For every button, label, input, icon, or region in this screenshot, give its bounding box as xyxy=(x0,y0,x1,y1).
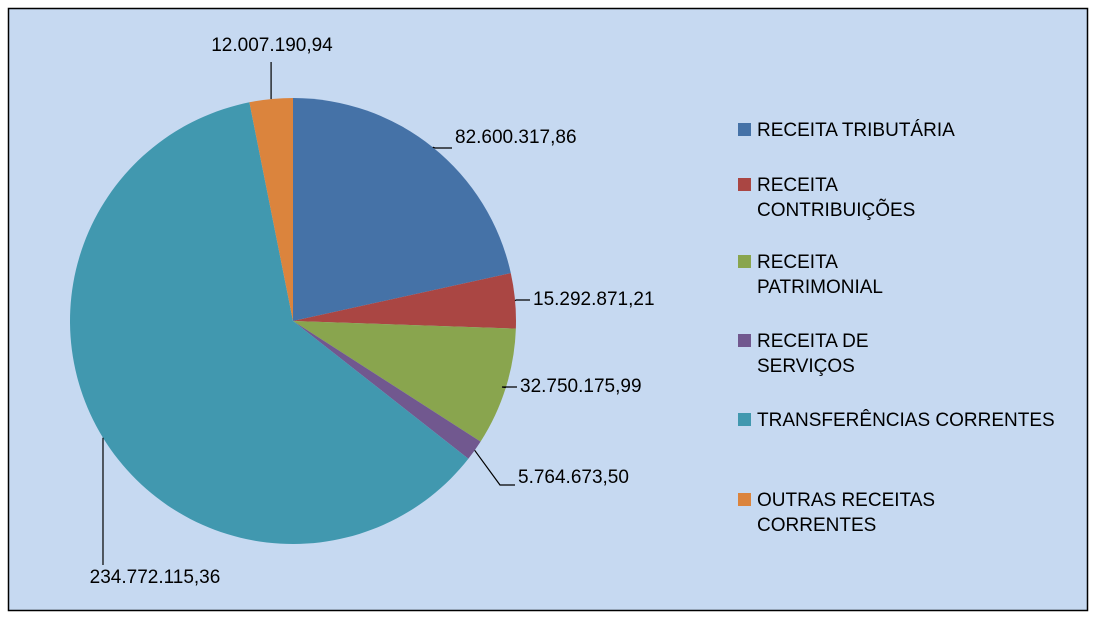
legend-item: OUTRAS RECEITAS CORRENTES xyxy=(738,488,1078,538)
legend-label: TRANSFERÊNCIAS CORRENTES xyxy=(757,410,1055,431)
data-label: 15.292.871,21 xyxy=(533,289,655,310)
data-label: 82.600.317,86 xyxy=(455,127,577,148)
leader-line xyxy=(514,299,530,302)
legend-swatch xyxy=(738,123,751,136)
legend-item: TRANSFERÊNCIAS CORRENTES xyxy=(738,408,1078,433)
pie-slice xyxy=(293,98,511,321)
legend-swatch xyxy=(738,255,751,268)
pie-slice xyxy=(293,273,516,329)
legend-swatch xyxy=(738,493,751,506)
legend-label: RECEITA TRIBUTÁRIA xyxy=(757,120,955,141)
leader-line xyxy=(501,386,517,389)
legend-swatch xyxy=(738,413,751,426)
legend-swatch xyxy=(738,334,751,347)
leader-line xyxy=(474,449,515,486)
data-label: 5.764.673,50 xyxy=(518,467,629,488)
legend-item: RECEITA DE SERVIÇOS xyxy=(738,329,1078,379)
legend-label: RECEITA PATRIMONIAL xyxy=(757,252,883,298)
pie-slice xyxy=(70,102,469,544)
pie-slice xyxy=(293,321,516,442)
legend-label: RECEITA CONTRIBUIÇÕES xyxy=(757,175,916,221)
legend-swatch xyxy=(738,178,751,191)
data-label: 32.750.175,99 xyxy=(520,376,642,397)
legend-item: RECEITA PATRIMONIAL xyxy=(738,250,1078,300)
legend-item: RECEITA TRIBUTÁRIA xyxy=(738,118,1078,143)
leader-line xyxy=(432,146,452,149)
data-label: 234.772.115,36 xyxy=(90,567,221,588)
legend-item: RECEITA CONTRIBUIÇÕES xyxy=(738,173,1078,223)
pie-slice xyxy=(293,321,481,459)
legend-label: RECEITA DE SERVIÇOS xyxy=(757,331,869,377)
pie-slice xyxy=(249,98,293,321)
data-label: 12.007.190,94 xyxy=(211,35,333,56)
legend-label: OUTRAS RECEITAS CORRENTES xyxy=(757,490,936,536)
